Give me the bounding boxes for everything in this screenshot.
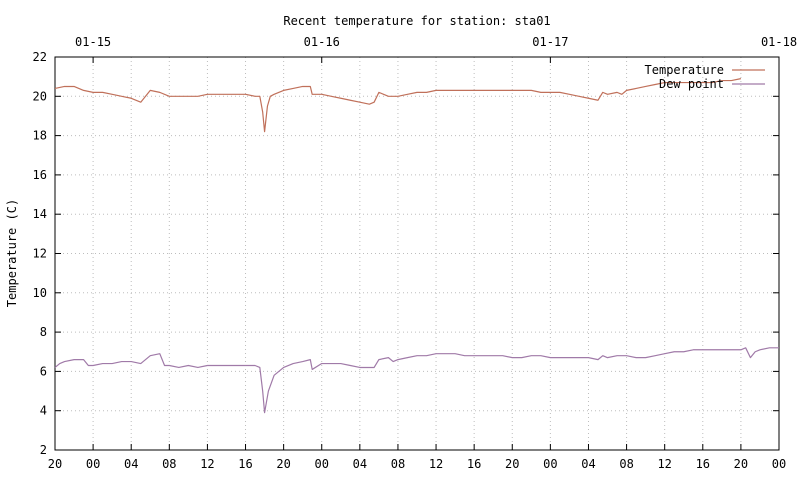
legend-label: Dew point [659, 77, 724, 91]
series-line-temperature [54, 78, 742, 133]
x-tick-label: 12 [657, 457, 671, 471]
grid [55, 57, 779, 450]
y-tick-label: 8 [40, 325, 47, 339]
x-tick-label: 20 [276, 457, 290, 471]
y-tick-label: 14 [33, 207, 47, 221]
x-tick-label: 12 [429, 457, 443, 471]
x-tick-label: 08 [619, 457, 633, 471]
x-tick-label: 04 [124, 457, 138, 471]
x-tick-label: 20 [734, 457, 748, 471]
y-tick-label: 10 [33, 286, 47, 300]
x-tick-label: 08 [391, 457, 405, 471]
y-tick-label: 22 [33, 50, 47, 64]
x-tick-label: 00 [543, 457, 557, 471]
series-lines [54, 78, 779, 414]
y-tick-label: 2 [40, 443, 47, 457]
y-tick-label: 16 [33, 168, 47, 182]
x-tick-label: 12 [200, 457, 214, 471]
y-tick-label: 20 [33, 89, 47, 103]
y-tick-label: 4 [40, 404, 47, 418]
x2-tick-label: 01-16 [304, 35, 340, 49]
y-tick-label: 6 [40, 364, 47, 378]
x-tick-label: 04 [353, 457, 367, 471]
x-tick-label: 00 [86, 457, 100, 471]
x2-tick-label: 01-15 [75, 35, 111, 49]
x-tick-label: 16 [696, 457, 710, 471]
x-tick-label: 16 [238, 457, 252, 471]
series-line-dew-point [54, 347, 779, 414]
chart-title: Recent temperature for station: sta01 [283, 14, 550, 28]
x2-tick-label: 01-18 [761, 35, 797, 49]
legend-label: Temperature [645, 63, 724, 77]
x-tick-label: 08 [162, 457, 176, 471]
x2-tick-label: 01-17 [532, 35, 568, 49]
x-tick-label: 00 [772, 457, 786, 471]
x-tick-label: 00 [315, 457, 329, 471]
x-tick-label: 20 [505, 457, 519, 471]
y-axis-label: Temperature (C) [5, 199, 19, 307]
x-tick-label: 04 [581, 457, 595, 471]
x-tick-label: 20 [48, 457, 62, 471]
axis-ticks: 2 4 6 8 10 12 14 16 18 20 22 20 00 04 08 12 16 20 00 04 08 12… [33, 35, 798, 471]
x-tick-label: 16 [467, 457, 481, 471]
y-tick-label: 12 [33, 247, 47, 261]
y-tick-label: 18 [33, 129, 47, 143]
